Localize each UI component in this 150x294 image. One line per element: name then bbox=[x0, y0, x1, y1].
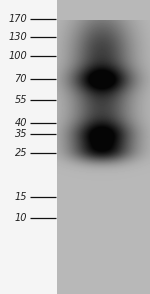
Text: 10: 10 bbox=[15, 213, 27, 223]
Text: 130: 130 bbox=[8, 32, 27, 42]
Bar bbox=[0, 0, 57, 294]
Text: 170: 170 bbox=[8, 14, 27, 24]
Text: 35: 35 bbox=[15, 129, 27, 139]
Text: 15: 15 bbox=[15, 192, 27, 202]
Text: 25: 25 bbox=[15, 148, 27, 158]
Text: 70: 70 bbox=[15, 74, 27, 84]
Text: 100: 100 bbox=[8, 51, 27, 61]
Text: 55: 55 bbox=[15, 95, 27, 105]
Bar bbox=[57, 0, 150, 294]
Text: 40: 40 bbox=[15, 118, 27, 128]
